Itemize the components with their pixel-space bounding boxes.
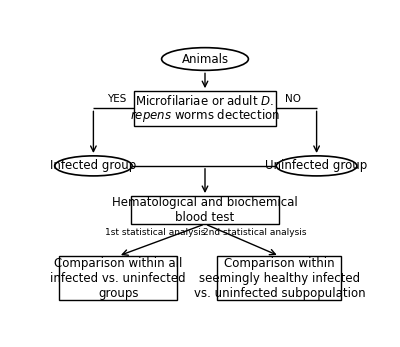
Ellipse shape	[55, 156, 132, 176]
FancyBboxPatch shape	[218, 256, 342, 300]
Text: Infected group: Infected group	[50, 159, 136, 172]
Text: Microfilariae or adult $\it{D.}$: Microfilariae or adult $\it{D.}$	[136, 94, 274, 108]
Text: Animals: Animals	[182, 52, 228, 66]
FancyBboxPatch shape	[131, 196, 279, 224]
Text: Uninfected group: Uninfected group	[266, 159, 368, 172]
FancyBboxPatch shape	[134, 91, 276, 126]
FancyBboxPatch shape	[59, 256, 177, 300]
Text: 1st statistical analysis: 1st statistical analysis	[105, 228, 206, 237]
Text: $\it{repens}$ worms dectection: $\it{repens}$ worms dectection	[130, 108, 280, 125]
Text: Comparison within all
infected vs. uninfected
groups: Comparison within all infected vs. uninf…	[50, 256, 186, 299]
Text: Comparison within
seemingly healthy infected
vs. uninfected subpopulation: Comparison within seemingly healthy infe…	[194, 256, 365, 299]
Text: 2nd statistical analysis: 2nd statistical analysis	[203, 228, 306, 237]
Text: NO: NO	[285, 94, 301, 104]
Ellipse shape	[276, 156, 357, 176]
Ellipse shape	[162, 48, 248, 70]
Text: YES: YES	[107, 94, 126, 104]
Text: Hematological and biochemical
blood test: Hematological and biochemical blood test	[112, 196, 298, 224]
